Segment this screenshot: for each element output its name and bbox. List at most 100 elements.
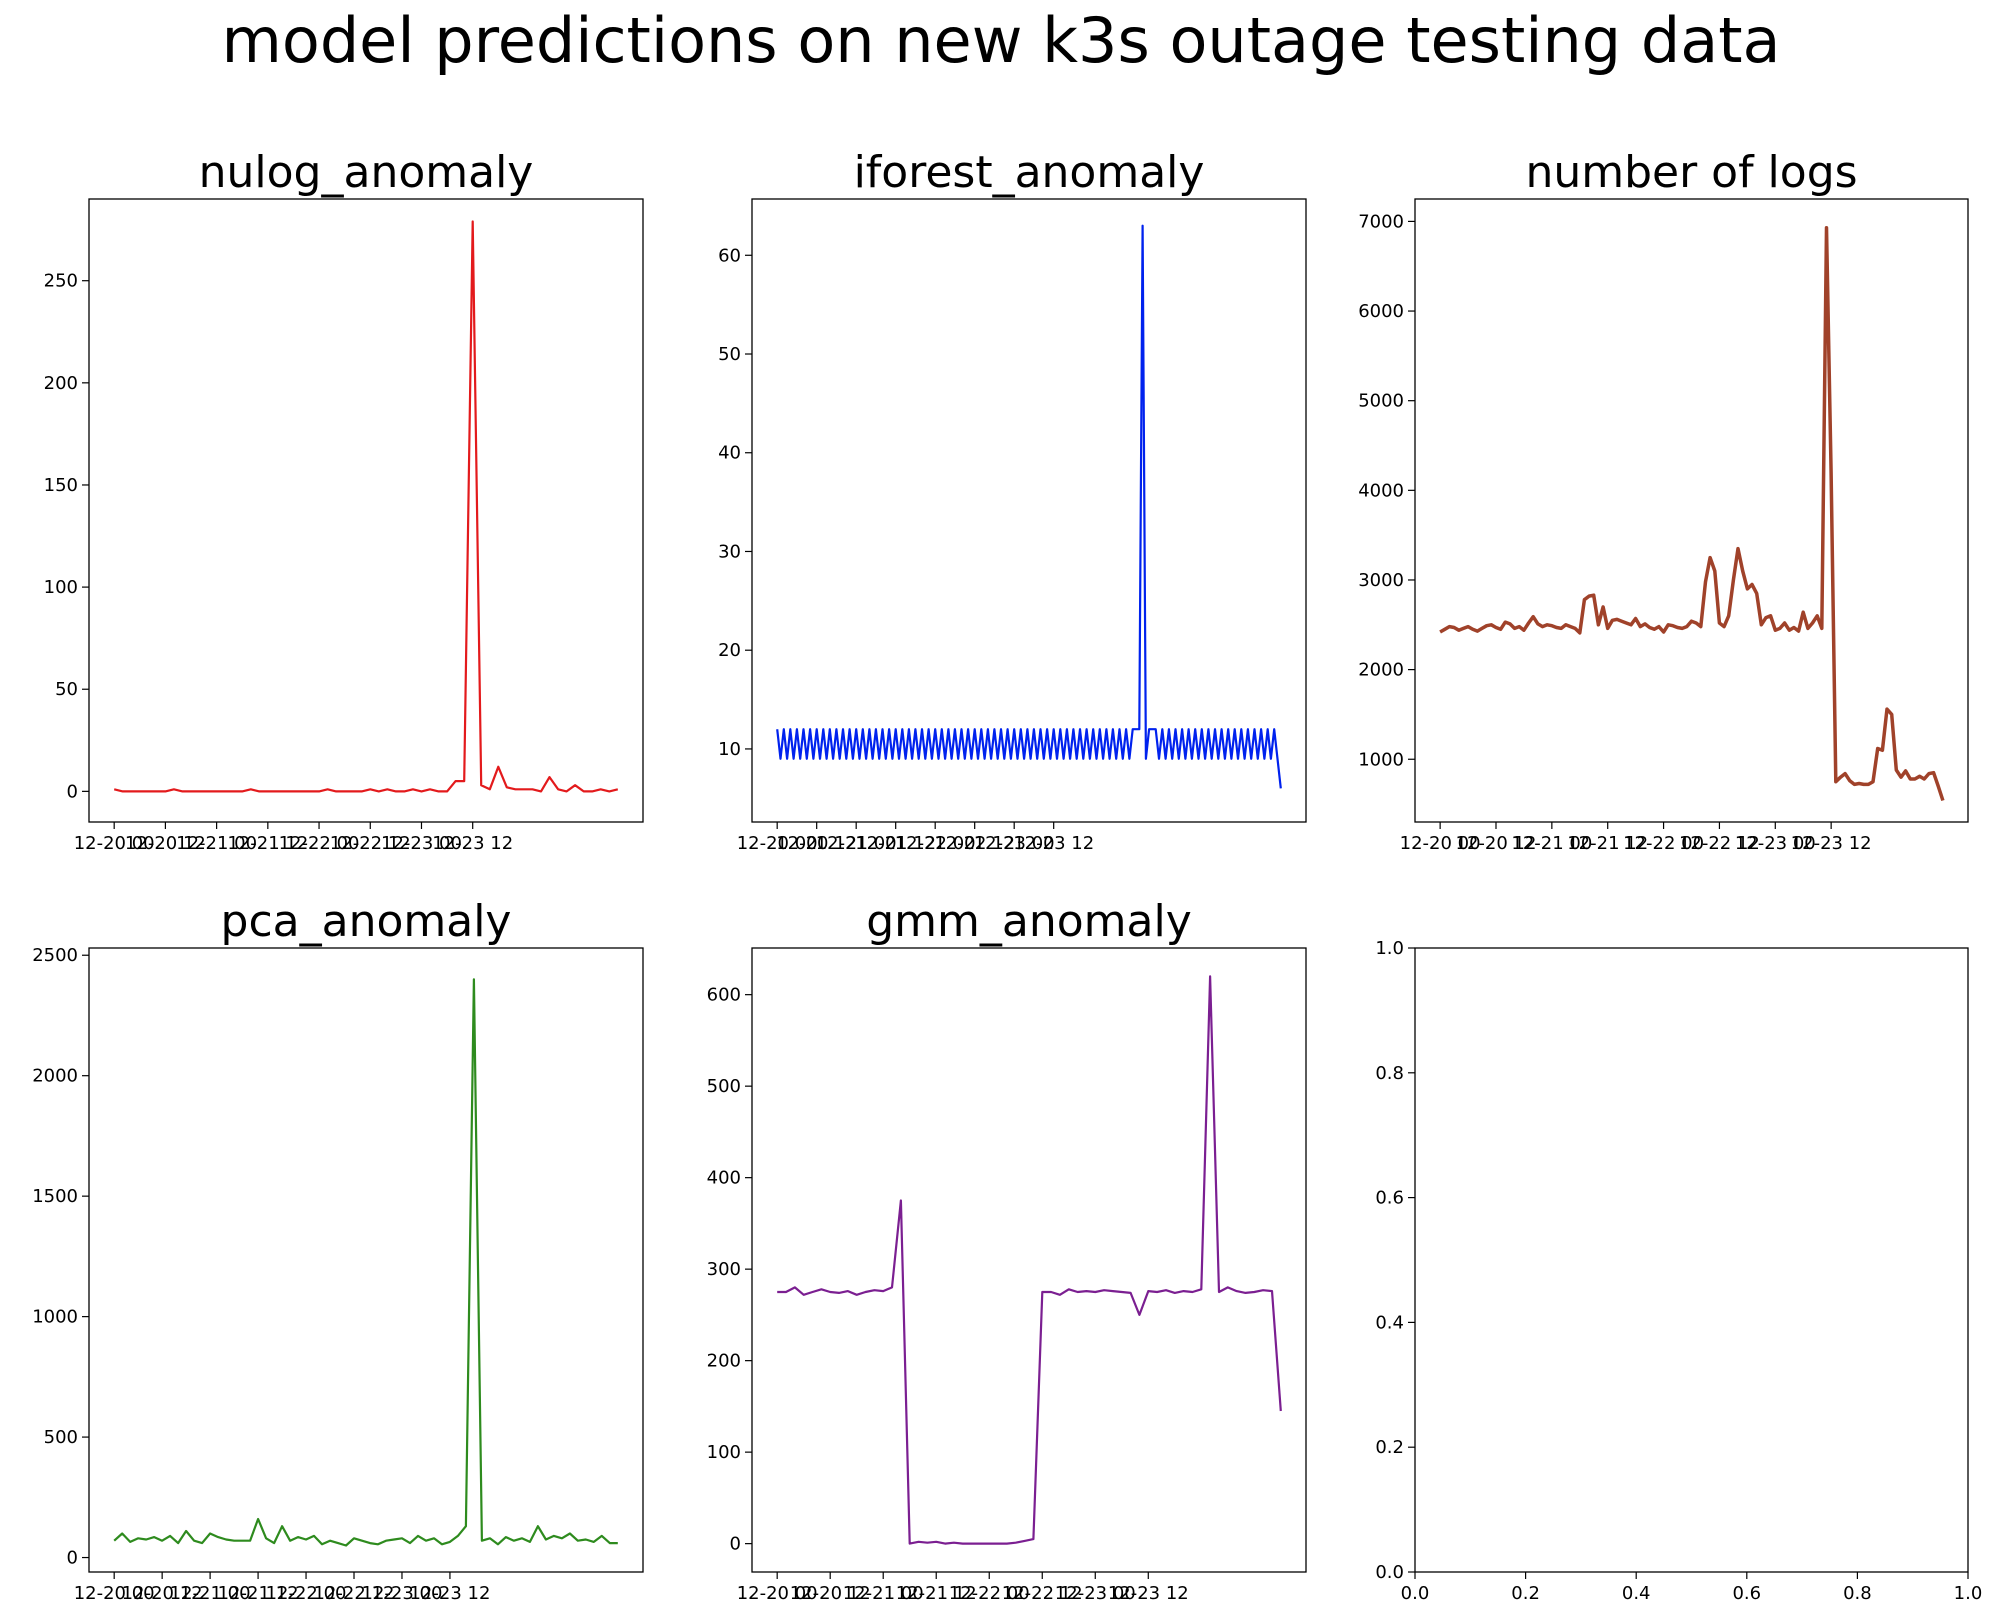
- x-tick-label: 12-20 00: [737, 1583, 818, 1604]
- x-tick-label: 12-22 00: [895, 833, 976, 854]
- series-line: [776, 224, 1282, 789]
- x-tick-label: 0.2: [1511, 1583, 1540, 1604]
- y-tick-label: 4000: [1358, 480, 1404, 501]
- series-line: [1439, 225, 1945, 802]
- y-tick-label: 200: [707, 1351, 741, 1372]
- y-tick-label: 400: [707, 1168, 741, 1189]
- y-tick-label: 0.2: [1375, 1437, 1404, 1458]
- x-tick-label: 1.0: [1954, 1583, 1983, 1604]
- y-tick-label: 0: [730, 1534, 741, 1555]
- y-tick-label: 300: [707, 1259, 741, 1280]
- x-tick-label: 0.4: [1622, 1583, 1651, 1604]
- y-tick-label: 30: [718, 541, 741, 562]
- x-tick-label: 0.8: [1843, 1583, 1872, 1604]
- x-tick-label: 12-20 00: [1400, 833, 1481, 854]
- subplot-title: pca_anomaly: [221, 896, 512, 947]
- x-tick-label: 12-23 12: [1013, 833, 1094, 854]
- subplot-title: nulog_anomaly: [199, 147, 534, 198]
- x-tick-label: 12-23 12: [1108, 1583, 1189, 1604]
- y-tick-label: 0.6: [1375, 1188, 1404, 1209]
- x-tick-label: 12-20 12: [125, 833, 206, 854]
- x-tick-label: 12-22 12: [1002, 1583, 1083, 1604]
- x-tick-label: 12-23 00: [974, 833, 1055, 854]
- series-line: [113, 978, 618, 1547]
- x-tick-label: 12-22 00: [949, 1583, 1030, 1604]
- y-tick-label: 500: [707, 1076, 741, 1097]
- series-line: [113, 220, 619, 793]
- x-tick-label: 12-22 00: [266, 1583, 347, 1604]
- y-tick-label: 0: [67, 1548, 78, 1569]
- x-tick-label: 12-22 00: [279, 833, 360, 854]
- x-tick-label: 12-20 12: [1456, 833, 1537, 854]
- x-tick-label: 12-20 12: [122, 1583, 203, 1604]
- y-tick-label: 200: [44, 373, 78, 394]
- y-tick-label: 2000: [1358, 660, 1404, 681]
- x-tick-label: 12-23 00: [1055, 1583, 1136, 1604]
- x-tick-label: 12-21 12: [218, 1583, 299, 1604]
- x-tick-label: 12-20 12: [776, 833, 857, 854]
- y-tick-label: 1000: [1358, 749, 1404, 770]
- x-tick-label: 12-22 12: [934, 833, 1015, 854]
- y-tick-label: 600: [707, 985, 741, 1006]
- y-tick-label: 60: [718, 245, 741, 266]
- y-tick-label: 50: [55, 679, 78, 700]
- y-tick-label: 50: [718, 344, 741, 365]
- x-tick-label: 12-22 12: [330, 833, 411, 854]
- x-tick-label: 12-20 00: [74, 833, 155, 854]
- subplot-title: iforest_anomaly: [854, 147, 1205, 198]
- y-tick-label: 0: [67, 781, 78, 802]
- x-tick-label: 12-21 12: [896, 1583, 977, 1604]
- axes-frame: [751, 198, 1307, 823]
- y-tick-label: 3000: [1358, 570, 1404, 591]
- y-tick-label: 40: [718, 443, 741, 464]
- x-tick-label: 12-21 00: [176, 833, 257, 854]
- x-tick-label: 12-21 12: [227, 833, 308, 854]
- axes-frame: [1414, 947, 1969, 1573]
- figure-title: model predictions on new k3s outage test…: [221, 4, 1781, 77]
- x-tick-label: 12-22 00: [1623, 833, 1704, 854]
- y-tick-label: 1500: [32, 1186, 78, 1207]
- x-tick-label: 12-23 00: [1735, 833, 1816, 854]
- y-tick-label: 0.8: [1375, 1063, 1404, 1084]
- y-tick-label: 100: [44, 577, 78, 598]
- series-line: [777, 975, 1282, 1545]
- subplot-title: gmm_anomaly: [866, 896, 1192, 947]
- x-tick-label: 12-23 00: [362, 1583, 443, 1604]
- axes-frame: [88, 947, 644, 1573]
- x-tick-label: 12-20 00: [74, 1583, 155, 1604]
- y-tick-label: 7000: [1358, 211, 1404, 232]
- x-tick-label: 12-21 12: [1567, 833, 1648, 854]
- y-tick-label: 0.4: [1375, 1312, 1404, 1333]
- x-tick-label: 12-23 00: [381, 833, 462, 854]
- y-tick-label: 100: [707, 1442, 741, 1463]
- y-tick-label: 1.0: [1375, 938, 1404, 959]
- y-tick-label: 20: [718, 640, 741, 661]
- axes-frame: [88, 198, 644, 823]
- x-tick-label: 12-22 12: [314, 1583, 395, 1604]
- x-tick-label: 12-23 12: [1791, 833, 1872, 854]
- y-tick-label: 2500: [32, 945, 78, 966]
- y-tick-label: 1000: [32, 1307, 78, 1328]
- y-tick-label: 0.0: [1375, 1562, 1404, 1583]
- x-tick-label: 12-22 12: [1679, 833, 1760, 854]
- y-tick-label: 250: [44, 271, 78, 292]
- subplot-title: number of logs: [1525, 147, 1857, 198]
- x-tick-label: 12-20 12: [790, 1583, 871, 1604]
- y-tick-label: 500: [44, 1427, 78, 1448]
- y-tick-label: 150: [44, 475, 78, 496]
- y-tick-label: 5000: [1358, 391, 1404, 412]
- y-tick-label: 6000: [1358, 301, 1404, 322]
- x-tick-label: 12-21 00: [1511, 833, 1592, 854]
- axes-frame: [751, 947, 1307, 1573]
- axes-frame: [1414, 198, 1969, 823]
- subplot-2: iforest_anomaly 10 20 30 40 50 60 12-20 0012-20…: [718, 147, 1307, 854]
- x-tick-label: 0.6: [1732, 1583, 1761, 1604]
- y-tick-label: 10: [718, 739, 741, 760]
- x-tick-label: 12-21 00: [816, 833, 897, 854]
- x-tick-label: 12-23 12: [432, 833, 513, 854]
- subplot-3: number of logs 1000 2000 3000 4000 5000 6000 70…: [1358, 147, 1969, 854]
- x-tick-label: 12-21 00: [843, 1583, 924, 1604]
